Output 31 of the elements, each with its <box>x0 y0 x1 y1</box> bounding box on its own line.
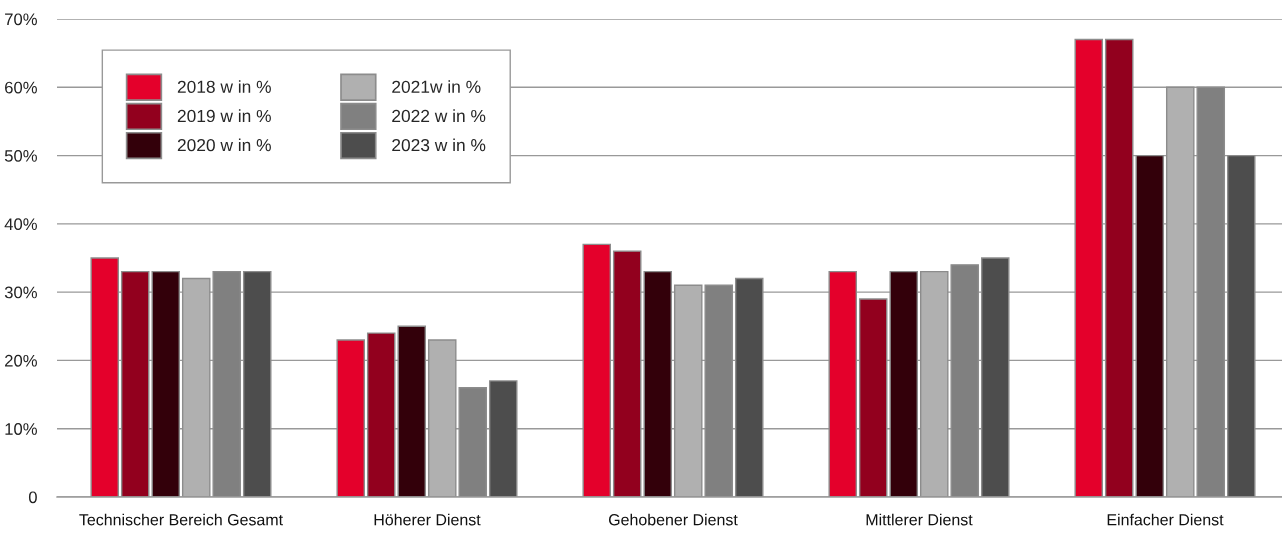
legend-label: 2022 w in % <box>392 109 486 123</box>
bar <box>980 257 1010 497</box>
legend-label: 2018 w in % <box>177 80 271 93</box>
legend-label: 2020 w in % <box>177 138 271 152</box>
bar <box>336 339 365 497</box>
y-tick-label: 40% <box>4 218 37 231</box>
y-tick-label: 0 <box>28 491 37 504</box>
y-tick-label: 60% <box>5 81 37 94</box>
y-tick-label: 10% <box>5 423 37 435</box>
x-tick-label: Mittlerer Dienst <box>866 513 973 526</box>
bar <box>1074 38 1104 497</box>
bar <box>90 257 119 497</box>
y-tick-label: 30% <box>4 286 37 299</box>
x-tick-label: Höherer Dienst <box>374 513 481 526</box>
y-tick-label: 20% <box>5 354 37 367</box>
bar <box>828 270 858 497</box>
bar <box>488 380 518 497</box>
bar <box>242 270 272 497</box>
bar <box>582 243 612 497</box>
bar <box>1226 154 1256 497</box>
legend-label: 2021w in % <box>392 80 481 93</box>
x-tick-label: Einfacher Dienst <box>1107 513 1224 526</box>
y-tick-label: 70% <box>5 13 37 26</box>
bar <box>151 270 181 497</box>
x-tick-label: Gehobener Dienst <box>608 513 738 526</box>
x-tick-label: Technischer Bereich Gesamt <box>79 513 283 526</box>
legend-label: 2019 w in % <box>177 109 271 123</box>
legend-label: 2023 w in % <box>392 138 486 152</box>
y-tick-label: 50% <box>4 149 37 162</box>
bar <box>734 277 764 497</box>
bar <box>120 270 150 497</box>
